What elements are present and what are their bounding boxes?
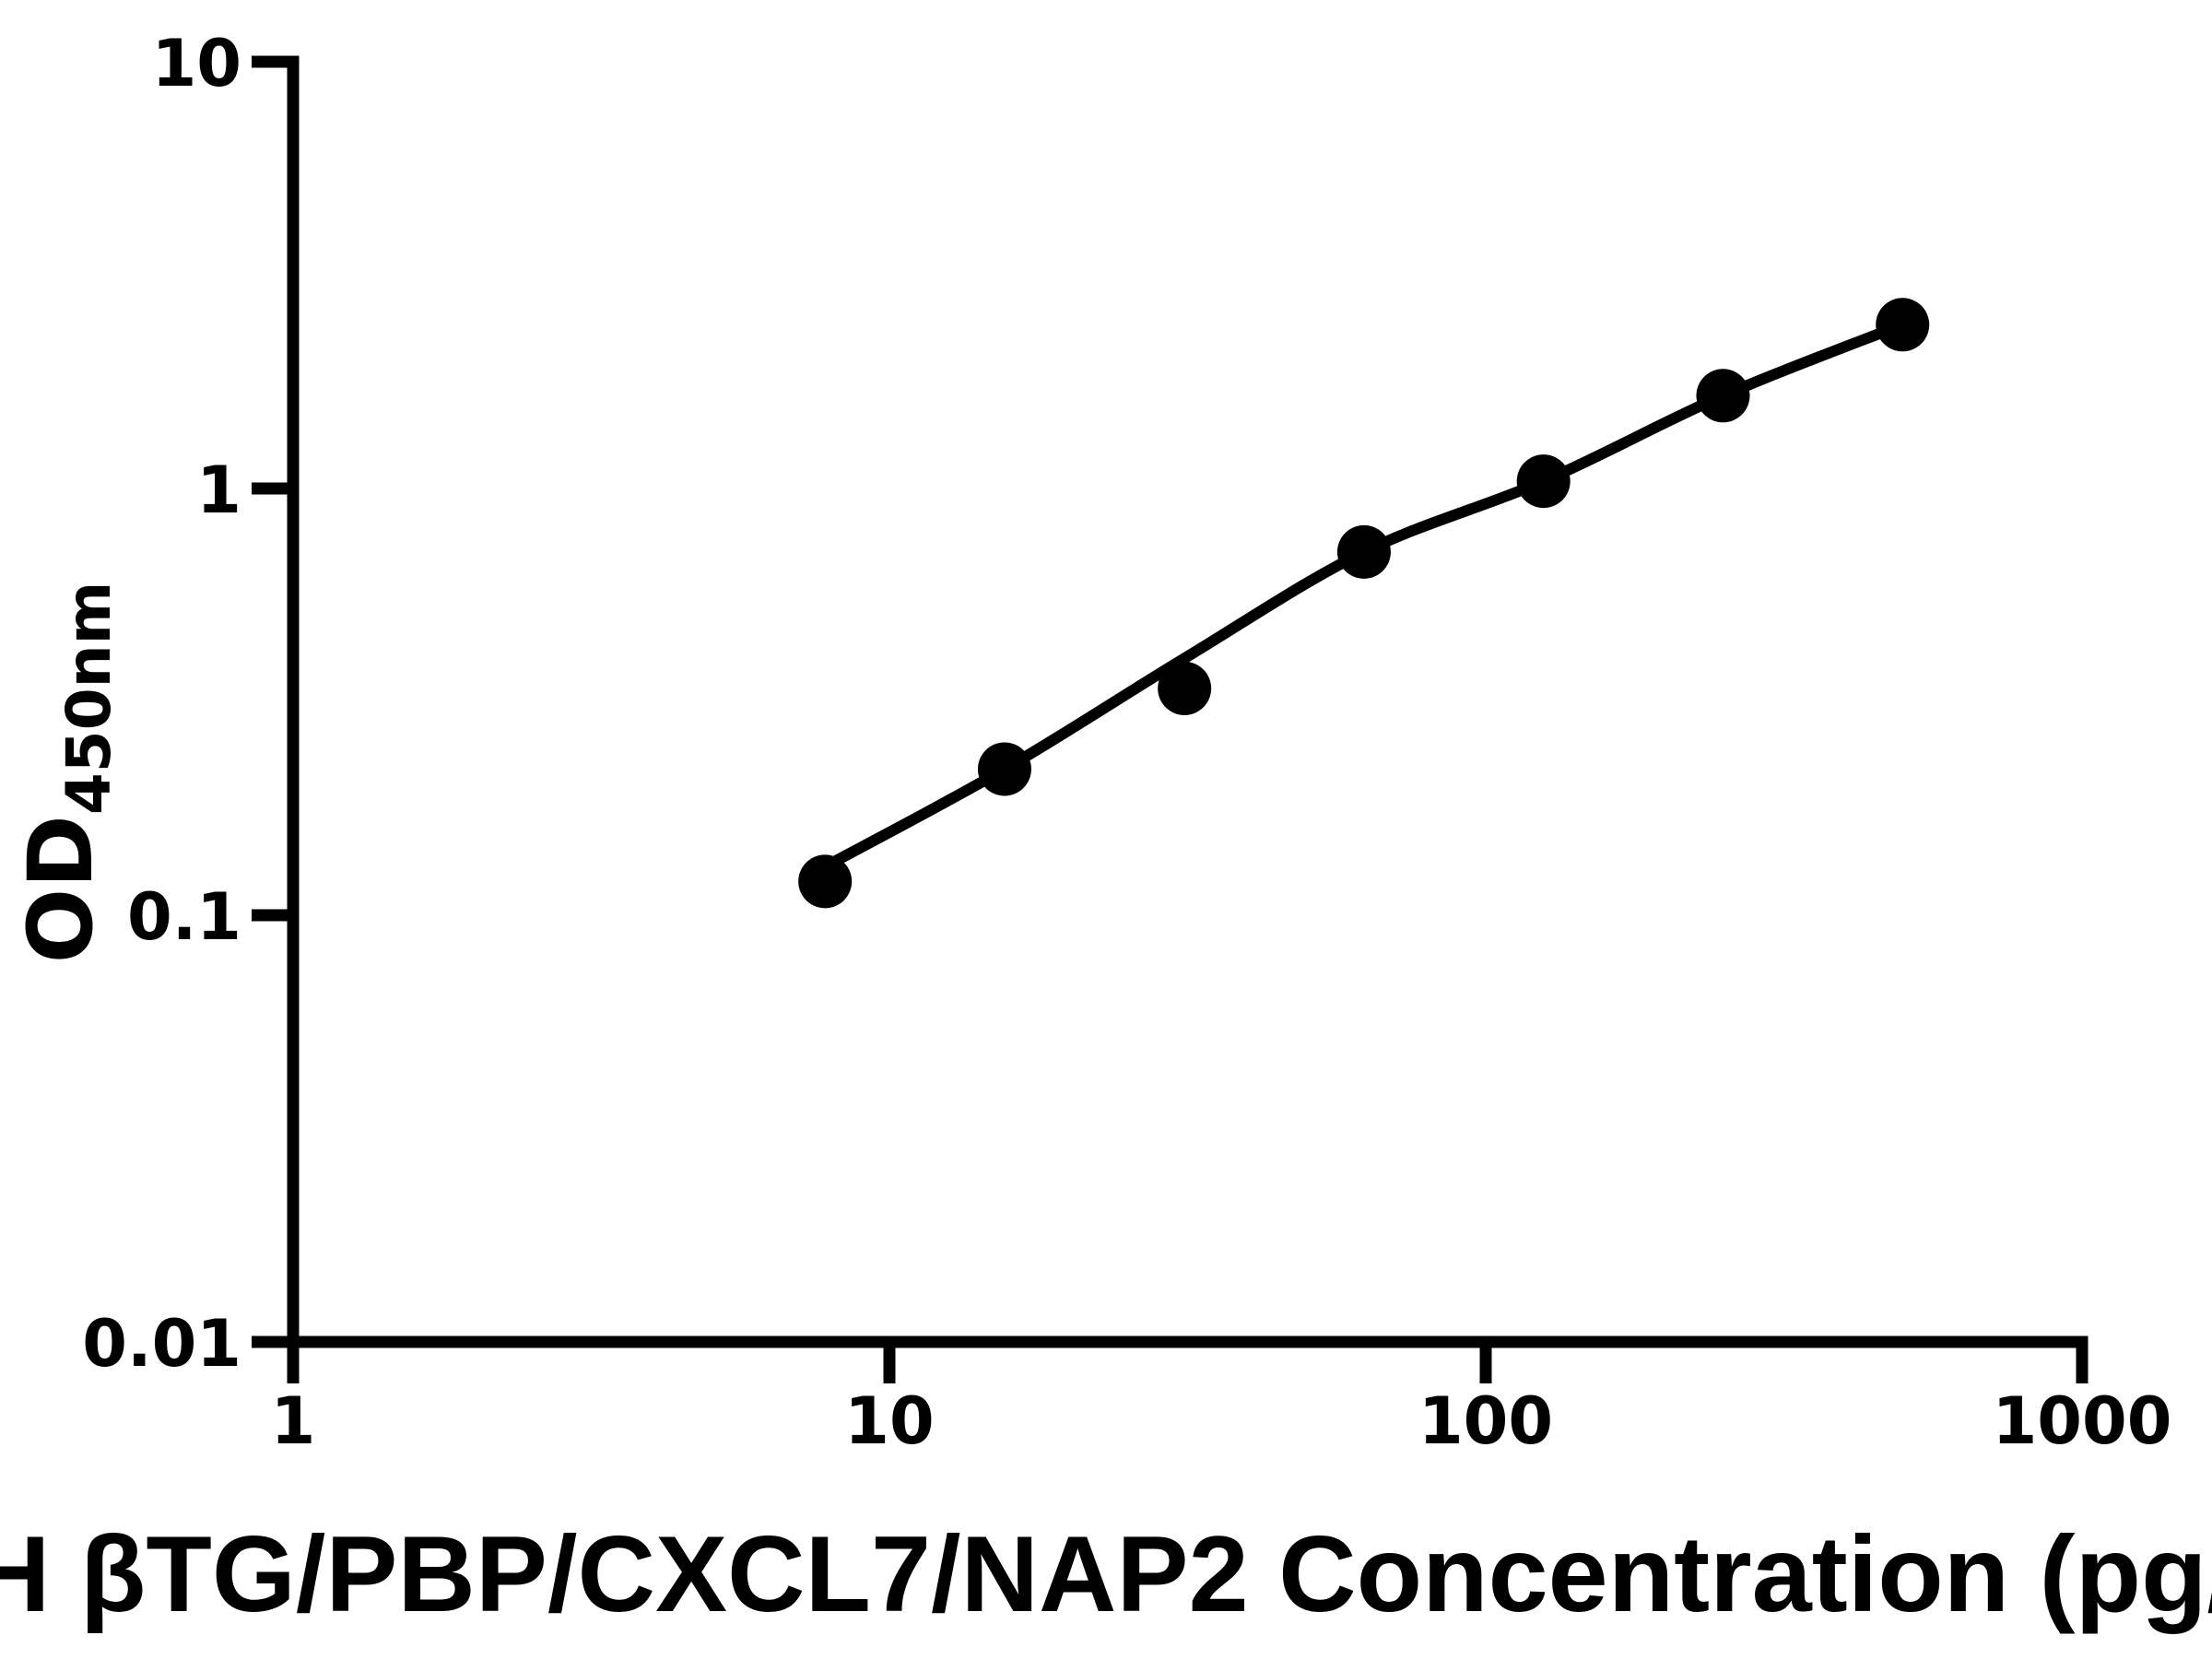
data-point-marker [1876,298,1930,352]
data-point-marker [1696,369,1750,423]
x-tick-label: 10 [844,1383,935,1459]
y-axis-title-subscript: 450nm [53,581,125,816]
data-point-marker [1516,454,1571,509]
x-tick-label: 1000 [1992,1383,2172,1459]
x-tick-label: 1 [270,1383,316,1459]
x-tick-label: 100 [1418,1383,1554,1459]
data-point-marker [977,742,1031,796]
data-point-marker [1336,524,1391,579]
data-point-marker [1158,661,1212,715]
y-tick-label: 10 [151,26,241,101]
y-tick-label: 0.01 [82,1306,241,1382]
data-point-marker [798,854,853,909]
y-tick-label: 1 [196,453,241,528]
y-tick-label: 0.1 [126,879,241,955]
x-axis-title: H βTG/PBP/CXCL7/NAP2 Concentration (pg/ [0,1513,2212,1634]
